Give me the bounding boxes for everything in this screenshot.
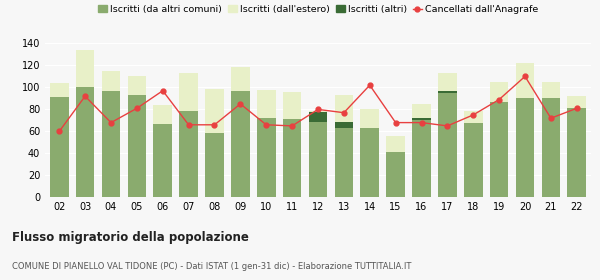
Bar	[128, 95, 146, 197]
Bar	[438, 93, 457, 197]
Bar	[101, 71, 121, 197]
Bar	[361, 109, 379, 197]
Bar	[154, 105, 172, 197]
Bar	[50, 97, 68, 197]
Text: COMUNE DI PIANELLO VAL TIDONE (PC) - Dati ISTAT (1 gen-31 dic) - Elaborazione TU: COMUNE DI PIANELLO VAL TIDONE (PC) - Dat…	[12, 262, 412, 271]
Bar	[283, 119, 301, 197]
Bar	[101, 91, 121, 197]
Bar	[50, 83, 68, 197]
Bar	[412, 104, 431, 197]
Bar	[335, 128, 353, 197]
Bar	[179, 111, 198, 197]
Bar	[490, 102, 508, 197]
Bar	[542, 82, 560, 197]
Text: Flusso migratorio della popolazione: Flusso migratorio della popolazione	[12, 231, 249, 244]
Bar	[335, 122, 353, 128]
Bar	[283, 92, 301, 197]
Bar	[412, 118, 431, 120]
Bar	[205, 132, 224, 197]
Bar	[568, 108, 586, 197]
Bar	[386, 152, 405, 197]
Bar	[542, 98, 560, 197]
Bar	[438, 91, 457, 93]
Bar	[412, 120, 431, 197]
Bar	[438, 73, 457, 197]
Bar	[231, 67, 250, 197]
Bar	[464, 123, 482, 197]
Bar	[515, 63, 535, 197]
Bar	[128, 76, 146, 197]
Bar	[179, 73, 198, 197]
Bar	[308, 112, 328, 122]
Bar	[308, 122, 328, 197]
Bar	[76, 50, 94, 197]
Bar	[205, 88, 224, 197]
Bar	[308, 111, 328, 197]
Bar	[361, 128, 379, 197]
Bar	[76, 87, 94, 197]
Bar	[335, 95, 353, 197]
Bar	[490, 82, 508, 197]
Bar	[386, 136, 405, 197]
Bar	[257, 90, 275, 197]
Bar	[154, 124, 172, 197]
Bar	[257, 118, 275, 197]
Bar	[231, 91, 250, 197]
Bar	[515, 98, 535, 197]
Bar	[464, 111, 482, 197]
Bar	[568, 96, 586, 197]
Legend: Iscritti (da altri comuni), Iscritti (dall'estero), Iscritti (altri), Cancellati: Iscritti (da altri comuni), Iscritti (da…	[98, 5, 538, 14]
